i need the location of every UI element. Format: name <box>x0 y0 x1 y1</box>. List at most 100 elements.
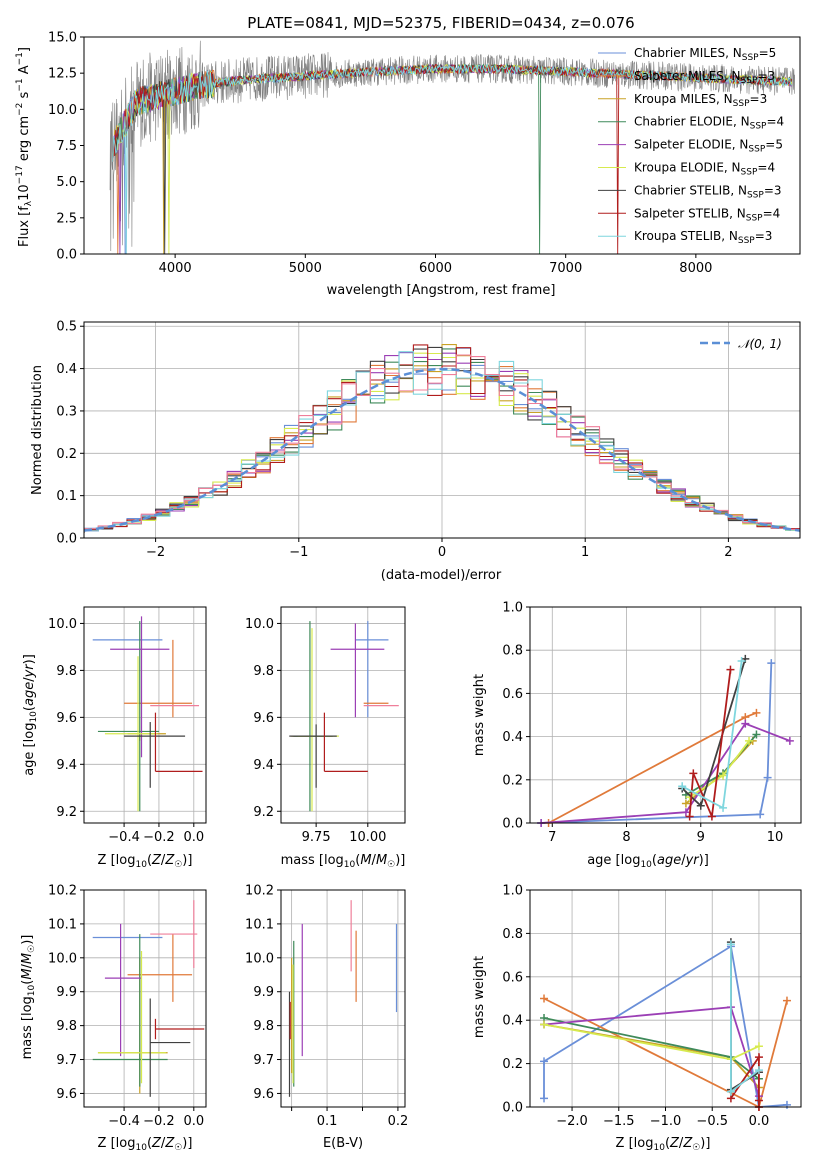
data-point <box>330 623 385 718</box>
weight-marker <box>745 736 754 745</box>
y-tick-label: 10.0 <box>48 103 77 118</box>
y-tick-label: 9.6 <box>56 711 77 726</box>
x-tick-label: 5000 <box>289 261 322 276</box>
y-tick-label: 10.0 <box>48 617 77 632</box>
weight-marker <box>707 812 716 821</box>
model-spectrum-line <box>112 63 793 254</box>
x-tick-label: 6000 <box>419 261 452 276</box>
grid-lines <box>530 889 801 1108</box>
weight-marker <box>540 1020 549 1029</box>
legend-name: Chabrier MILES, N <box>634 46 742 60</box>
y-tick-label: 0.3 <box>56 404 77 419</box>
legend-nssp: =3 <box>750 92 768 106</box>
legend-nssp: =3 <box>764 183 782 197</box>
age-vs-mass-panel: 9.75 10.00 9.2 9.4 9.6 9.8 10.0 <box>245 606 406 845</box>
y-tick-label: 10.1 <box>48 917 77 932</box>
y-tick-label: 1.0 <box>502 884 523 899</box>
mass-vs-EBV-xlabel: E(B-V) <box>323 1136 363 1151</box>
y-tick-label: 10.1 <box>245 917 274 932</box>
weight-marker <box>678 782 687 791</box>
legend-subscript: SSP <box>746 213 763 223</box>
legend-nssp: =4 <box>757 161 775 175</box>
weight-marker <box>737 657 746 665</box>
axes-frame <box>83 36 801 255</box>
data-point <box>104 656 158 812</box>
axes-frame <box>83 321 801 539</box>
x-tick-label: −1.0 <box>650 1114 682 1129</box>
data-point <box>154 1018 205 1040</box>
weight-line <box>541 663 773 824</box>
y-tick-label: 9.2 <box>56 805 77 820</box>
y-tick-label: 15.0 <box>48 31 77 46</box>
spectrum-panel: 4000 5000 6000 7000 8000 0.0 2.5 5.0 7.5 10.0 12.5… <box>48 31 801 276</box>
y-tick-label: 10.0 <box>48 951 77 966</box>
y-tick-label: 9.7 <box>56 1053 77 1068</box>
y-tick-label: 7.5 <box>56 139 77 154</box>
weight-series <box>678 657 746 812</box>
y-tick-label: 0.0 <box>502 1101 523 1116</box>
data-point <box>323 712 368 772</box>
figure-title: PLATE=0841, MJD=52375, FIBERID=0434, z=0… <box>247 14 634 32</box>
legend-nssp: =5 <box>765 138 783 152</box>
weight-series <box>726 940 763 1096</box>
axes-frame <box>83 606 207 824</box>
age-vs-Z-xlabel: Z [log10(Z/Z☉)] <box>98 853 193 870</box>
y-tick-label: 0.0 <box>56 532 77 547</box>
weight-marker <box>696 801 705 810</box>
x-tick-label: 0.1 <box>317 1114 338 1129</box>
age-vs-Z-ylabel: age [log10(age/yr)] <box>22 654 39 776</box>
y-tick-label: 9.8 <box>56 1019 77 1034</box>
x-tick-label: 0 <box>438 545 446 560</box>
y-tick-label: 12.5 <box>48 67 77 82</box>
weight-vs-age-xlabel: age [log10(age/yr)] <box>587 853 709 870</box>
legend-name: Kroupa MILES, N <box>634 92 733 106</box>
y-tick-label: 10.2 <box>48 884 77 899</box>
weight-marker <box>681 808 690 817</box>
legend-name: Chabrier STELIB, N <box>634 183 747 197</box>
y-tick-label: 0.4 <box>502 1014 523 1029</box>
legend-entry: Chabrier STELIB, NSSP=3 <box>634 183 782 200</box>
x-tick-label: 10.00 <box>349 830 386 845</box>
y-tick-label: 9.8 <box>253 1019 274 1034</box>
weight-marker <box>782 1100 791 1109</box>
weight-marker <box>685 812 694 821</box>
weight-marker <box>752 708 761 717</box>
y-tick-label: 0.1 <box>56 489 77 504</box>
weight-line <box>688 669 732 820</box>
axes-frame <box>83 889 207 1108</box>
weight-marker <box>763 773 772 782</box>
legend-entry: Chabrier MILES, NSSP=5 <box>634 46 776 63</box>
y-tick-label: 9.6 <box>253 711 274 726</box>
y-tick-label: 9.9 <box>253 985 274 1000</box>
legend-nssp: =4 <box>763 206 781 220</box>
x-tick-label: 7 <box>548 830 556 845</box>
y-tick-label: 9.6 <box>253 1087 274 1102</box>
legend-subscript: SSP <box>748 145 765 155</box>
y-tick-label: 0.6 <box>502 687 523 702</box>
x-tick-label: 2 <box>724 545 732 560</box>
data-point <box>154 712 203 772</box>
x-tick-label: −0.2 <box>143 1114 175 1129</box>
weight-marker <box>785 736 794 745</box>
x-tick-label: −0.5 <box>696 1114 728 1129</box>
x-tick-label: −0.4 <box>108 1114 140 1129</box>
model-spectrum-line <box>112 63 793 254</box>
grid-lines <box>281 889 405 1107</box>
y-tick-label: 9.9 <box>56 985 77 1000</box>
data-point <box>297 628 339 812</box>
legend-entry: Chabrier ELODIE, NSSP=4 <box>634 115 784 132</box>
weight-marker <box>767 659 776 668</box>
y-tick-label: 9.2 <box>253 805 274 820</box>
y-tick-label: 9.8 <box>253 664 274 679</box>
x-tick-label: 8 <box>622 830 630 845</box>
legend-entry: 𝒩(0, 1) <box>738 337 782 351</box>
y-tick-label: 0.2 <box>502 1057 523 1072</box>
legend-name: Salpeter MILES, N <box>634 69 741 83</box>
residual-ylabel: Normed distribution <box>30 365 45 495</box>
legend-entry: Salpeter STELIB, NSSP=4 <box>634 206 780 223</box>
x-tick-label: 0.0 <box>183 1114 204 1129</box>
legend-entry: Salpeter ELODIE, NSSP=5 <box>634 138 783 155</box>
grid-lines <box>84 607 206 823</box>
data-point <box>355 621 389 718</box>
residual-panel: −2 −1 0 1 2 0.0 0.1 0.2 0.3 0.4 0.5 𝒩(0, 1) <box>56 320 801 560</box>
